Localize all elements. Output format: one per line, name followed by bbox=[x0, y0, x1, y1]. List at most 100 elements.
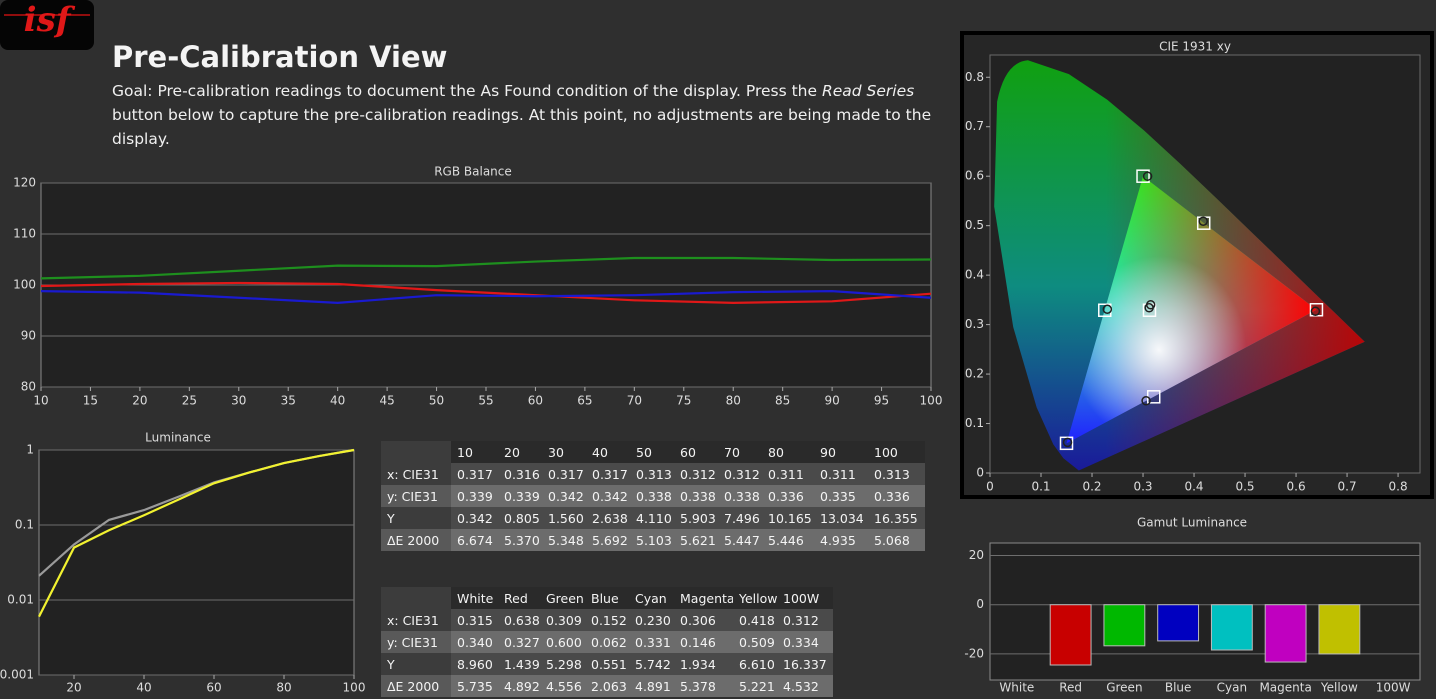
cell: 0.342 bbox=[451, 507, 498, 529]
column-header: White bbox=[451, 587, 498, 609]
y-tick-label: 100 bbox=[13, 278, 36, 292]
page-title: Pre-Calibration View bbox=[112, 40, 447, 74]
cell: 5.103 bbox=[630, 529, 674, 551]
y-tick-label: 110 bbox=[13, 227, 36, 241]
cell: 13.034 bbox=[814, 507, 868, 529]
cell: 0.339 bbox=[451, 485, 498, 507]
column-header: 40 bbox=[586, 441, 630, 463]
cell: 0.317 bbox=[451, 463, 498, 485]
plot-area bbox=[38, 449, 355, 676]
y-tick-label: 0.1 bbox=[15, 518, 34, 532]
cell: 0.336 bbox=[868, 485, 925, 507]
column-header: 100 bbox=[868, 441, 925, 463]
cell: 0.311 bbox=[814, 463, 868, 485]
x-tick-label: 100W bbox=[1376, 681, 1411, 695]
x-tick-label: 35 bbox=[281, 394, 296, 408]
x-tick-label: Magenta bbox=[1259, 681, 1311, 695]
x-tick-label: 25 bbox=[182, 394, 197, 408]
cell: 5.447 bbox=[718, 529, 762, 551]
cell: 6.674 bbox=[451, 529, 498, 551]
x-tick-label: Yellow bbox=[1320, 681, 1358, 695]
x-tick-label: Blue bbox=[1165, 681, 1192, 695]
x-tick-label: 0.1 bbox=[1031, 480, 1050, 494]
x-tick-label: Cyan bbox=[1217, 681, 1247, 695]
cell: 5.370 bbox=[498, 529, 542, 551]
column-header: Magenta bbox=[674, 587, 733, 609]
cell: 0.309 bbox=[540, 609, 585, 631]
cell: 0.336 bbox=[762, 485, 814, 507]
cell: 0.338 bbox=[718, 485, 762, 507]
x-tick-label: 0 bbox=[986, 480, 994, 494]
measured-marker bbox=[1141, 396, 1151, 406]
cell: 0.062 bbox=[585, 631, 629, 653]
x-tick-label: White bbox=[999, 681, 1034, 695]
series-line bbox=[38, 448, 355, 618]
cell: 5.378 bbox=[674, 675, 733, 697]
x-tick-label: 20 bbox=[66, 681, 81, 695]
row-label: x: CIE31 bbox=[381, 609, 451, 631]
cell: 0.316 bbox=[498, 463, 542, 485]
cell: 4.892 bbox=[498, 675, 540, 697]
chart-title: Luminance bbox=[145, 431, 211, 445]
cell: 0.311 bbox=[762, 463, 814, 485]
chart-title: CIE 1931 xy bbox=[1159, 40, 1231, 54]
x-tick-label: 65 bbox=[577, 394, 592, 408]
cell: 8.960 bbox=[451, 653, 498, 675]
y-tick-label: 90 bbox=[21, 329, 36, 343]
data-row: x: CIE31 0.317 0.316 0.317 0.317 0.313 0.312 0.… bbox=[381, 463, 925, 485]
y-tick-label: 0.1 bbox=[965, 416, 984, 430]
y-tick-label: 0.001 bbox=[0, 668, 34, 682]
cell: 0.312 bbox=[718, 463, 762, 485]
column-header: Blue bbox=[585, 587, 629, 609]
series-line bbox=[40, 290, 932, 304]
x-tick-label: 95 bbox=[874, 394, 889, 408]
x-tick-label: 55 bbox=[478, 394, 493, 408]
cell: 5.742 bbox=[629, 653, 674, 675]
logo: isf bbox=[24, 0, 76, 40]
y-tick-label: 0.8 bbox=[965, 70, 984, 84]
cell: 5.348 bbox=[542, 529, 586, 551]
y-tick-label: 0.5 bbox=[965, 218, 984, 232]
y-tick-label: 0.2 bbox=[965, 367, 984, 381]
data-table: White Red Green Blue Cyan Magenta Yellow 100W x:… bbox=[381, 587, 833, 697]
series-line bbox=[40, 256, 932, 280]
cell: 5.621 bbox=[674, 529, 718, 551]
data-table: 10 20 30 40 50 60 70 80 90 100 x: CIE31 0.317 0.316 0… bbox=[381, 441, 925, 551]
target-marker bbox=[1059, 436, 1074, 451]
x-tick-label: 40 bbox=[330, 394, 345, 408]
cell: 0.805 bbox=[498, 507, 542, 529]
cell: 5.903 bbox=[674, 507, 718, 529]
y-tick-label: 0 bbox=[976, 597, 984, 611]
y-tick-label: 0.6 bbox=[965, 169, 984, 183]
x-tick-label: 0.3 bbox=[1133, 480, 1152, 494]
column-header: Yellow bbox=[733, 587, 777, 609]
cell: 4.532 bbox=[777, 675, 833, 697]
data-row: ΔE 2000 5.735 4.892 4.556 2.063 4.891 5.378 5.2… bbox=[381, 675, 833, 697]
cell: 5.221 bbox=[733, 675, 777, 697]
target-marker bbox=[1136, 169, 1150, 183]
x-tick-label: 15 bbox=[83, 394, 98, 408]
x-tick-label: Red bbox=[1059, 681, 1082, 695]
cell: 6.610 bbox=[733, 653, 777, 675]
column-header: 70 bbox=[718, 441, 762, 463]
goal-emphasis: Read Series bbox=[821, 82, 915, 100]
x-tick-label: 0.8 bbox=[1389, 480, 1408, 494]
data-row: x: CIE31 0.315 0.638 0.309 0.152 0.230 0.306 0.… bbox=[381, 609, 833, 631]
cell: 0.551 bbox=[585, 653, 629, 675]
x-tick-label: 60 bbox=[206, 681, 221, 695]
column-header: 20 bbox=[498, 441, 542, 463]
cell: 4.556 bbox=[540, 675, 585, 697]
cell: 0.338 bbox=[630, 485, 674, 507]
x-tick-label: 100 bbox=[343, 681, 366, 695]
y-tick-label: 1 bbox=[26, 443, 34, 457]
row-label: ΔE 2000 bbox=[381, 675, 451, 697]
bar bbox=[1049, 604, 1092, 666]
corner-cell bbox=[381, 587, 451, 609]
cell: 0.146 bbox=[674, 631, 733, 653]
x-tick-label: 10 bbox=[33, 394, 48, 408]
cell: 0.313 bbox=[630, 463, 674, 485]
x-tick-label: 20 bbox=[132, 394, 147, 408]
cell: 0.338 bbox=[674, 485, 718, 507]
column-header: 10 bbox=[451, 441, 498, 463]
